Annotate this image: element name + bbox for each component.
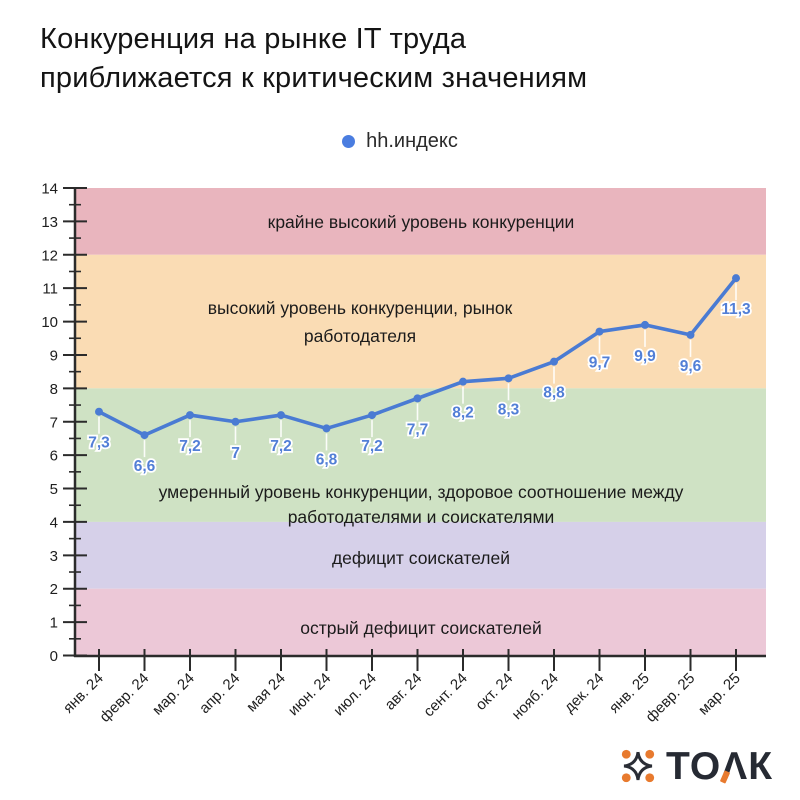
x-tick-label: июл. 24 <box>330 670 380 720</box>
data-point-value-label: 6,8 <box>316 451 338 468</box>
band-4 <box>75 588 766 656</box>
y-tick-label: 12 <box>41 247 58 264</box>
tolk-logo-icon <box>621 749 655 783</box>
band-1-label: работодателя <box>304 326 416 346</box>
y-tick-label: 3 <box>50 548 58 565</box>
data-point-marker <box>231 417 240 426</box>
x-tick-label: апр. 24 <box>196 670 243 717</box>
data-point-value-label: 8,2 <box>452 405 474 422</box>
data-point-marker <box>186 411 194 420</box>
tolk-logo: ТО Λ К <box>616 744 773 788</box>
band-3 <box>75 521 766 589</box>
data-point-marker <box>459 377 467 386</box>
legend-series-label: hh.индекс <box>366 130 458 152</box>
page-title-line2: приближается к критическим значениям <box>40 61 588 94</box>
x-tick-label: мар. 25 <box>695 670 744 719</box>
band-4-label: острый дефицит соискателей <box>300 618 542 638</box>
logo-corner-dot <box>621 773 631 783</box>
data-point-marker <box>413 394 422 403</box>
legend-series-dot-icon <box>342 135 356 148</box>
chart-legend: hh.индекс <box>0 130 800 153</box>
data-point-value-label: 7,2 <box>179 438 201 455</box>
y-tick-label: 11 <box>42 281 58 298</box>
logo-text-part2: К <box>748 744 773 788</box>
logo-text-part1: ТО <box>665 744 722 788</box>
data-point-marker <box>504 374 513 383</box>
y-tick-label: 10 <box>41 314 58 331</box>
band-2-label: умеренный уровень конкуренции, здоровое … <box>159 482 684 502</box>
x-tick-label: июн. 24 <box>285 670 334 719</box>
data-point-marker <box>595 327 604 336</box>
y-tick-label: 9 <box>50 347 58 364</box>
y-tick-label: 4 <box>50 514 58 531</box>
y-tick-label: 5 <box>50 481 58 498</box>
x-tick-label: нояб. 24 <box>509 670 562 723</box>
y-tick-label: 8 <box>50 381 58 398</box>
x-tick-label: мар. 24 <box>149 670 198 719</box>
x-tick-label: сент. 24 <box>420 670 470 720</box>
x-tick-label: мая 24 <box>243 670 289 716</box>
data-point-marker <box>732 274 740 283</box>
page-title: Конкуренция на рынке IT труда приближает… <box>40 20 760 97</box>
data-point-marker <box>641 320 649 329</box>
logo-corner-dot <box>645 749 655 759</box>
x-tick-label: авг. 24 <box>381 670 425 714</box>
x-tick-label: дек. 24 <box>561 670 607 716</box>
x-tick-label: окт. 24 <box>472 670 516 714</box>
data-point-value-label: 7 <box>231 445 240 462</box>
data-point-marker <box>140 431 149 440</box>
band-0 <box>75 188 766 255</box>
y-tick-label: 13 <box>41 214 58 231</box>
data-point-marker <box>686 330 695 339</box>
band-2-label: работодателями и соискателями <box>288 507 555 527</box>
data-point-value-label: 7,3 <box>88 435 110 452</box>
y-tick-label: 7 <box>50 414 58 431</box>
page-title-line1: Конкуренция на рынке IT труда <box>40 23 467 55</box>
data-point-value-label: 8,3 <box>498 401 520 418</box>
band-1 <box>75 254 766 389</box>
data-point-value-label: 9,7 <box>589 355 611 372</box>
data-point-marker <box>550 357 558 366</box>
data-point-value-label: 9,6 <box>680 358 702 375</box>
y-tick-label: 14 <box>41 181 58 198</box>
y-tick-label: 6 <box>50 448 58 465</box>
x-tick-label: февр. 25 <box>642 670 698 726</box>
x-tick-label: февр. 24 <box>96 670 152 726</box>
data-point-value-label: 11,3 <box>721 301 751 318</box>
data-point-value-label: 9,9 <box>634 348 656 365</box>
data-point-marker <box>95 407 103 416</box>
y-tick-label: 1 <box>50 615 58 632</box>
band-3-label: дефицит соискателей <box>332 548 510 568</box>
data-point-marker <box>368 411 376 420</box>
y-tick-label: 0 <box>50 648 58 665</box>
logo-corner-dot <box>621 749 631 759</box>
band-0-label: крайне высокий уровень конкуренции <box>268 212 575 232</box>
logo-arc-shape <box>623 751 653 781</box>
y-tick-label: 2 <box>50 581 58 598</box>
data-point-marker <box>277 411 285 420</box>
logo-lambda-glyph: Λ <box>721 744 749 788</box>
data-point-value-label: 8,8 <box>543 385 565 402</box>
band-2 <box>75 388 766 522</box>
band-1-label: высокий уровень конкуренции, рынок <box>208 298 513 318</box>
data-point-marker <box>322 424 331 433</box>
data-point-value-label: 6,6 <box>134 458 156 475</box>
data-point-value-label: 7,2 <box>361 438 383 455</box>
tolk-logo-text: ТО Λ К <box>666 747 773 786</box>
data-point-value-label: 7,2 <box>270 438 292 455</box>
logo-corner-dot <box>645 773 655 783</box>
data-point-value-label: 7,7 <box>407 421 429 438</box>
